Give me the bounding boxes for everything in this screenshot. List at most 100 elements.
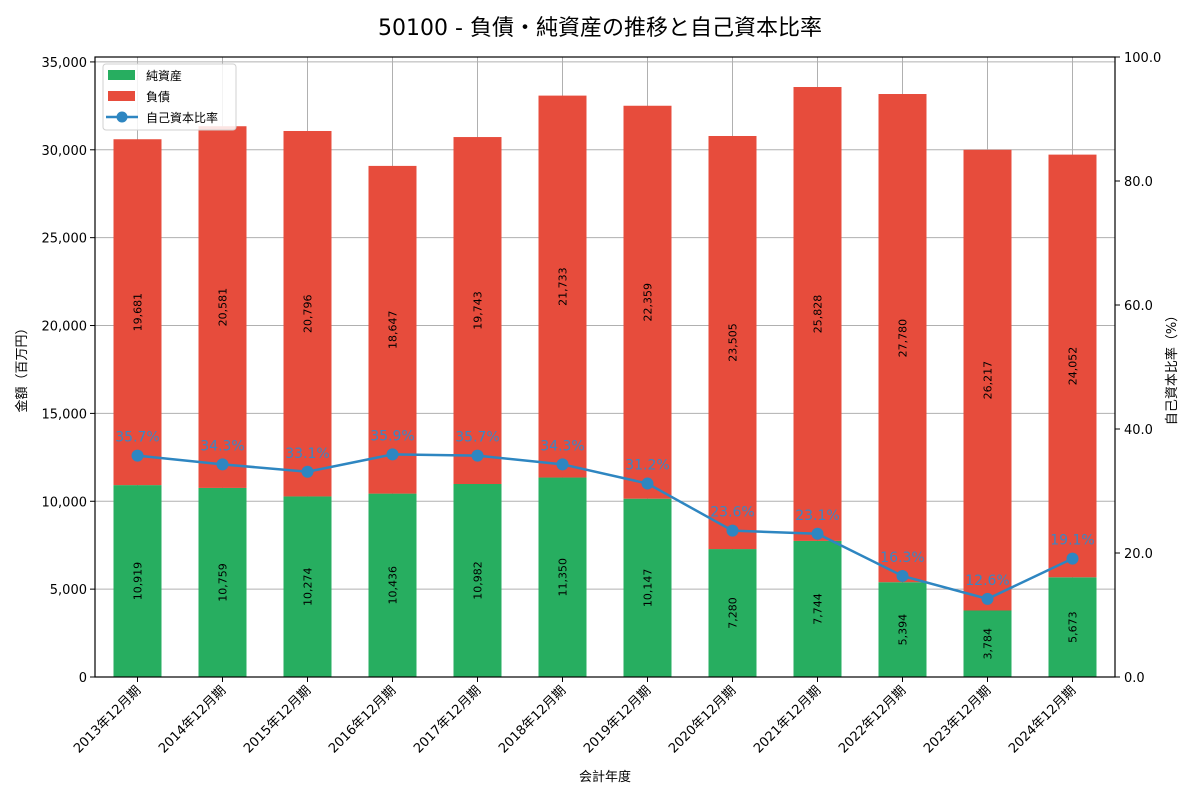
bar-net-assets bbox=[623, 498, 672, 677]
equity-ratio-marker bbox=[811, 527, 824, 540]
bar-net-assets bbox=[113, 485, 162, 677]
x-tick-label: 2017年12月期 bbox=[411, 683, 484, 756]
liabilities-value-label: 27,780 bbox=[897, 319, 910, 358]
net-assets-value-label: 10,982 bbox=[472, 561, 485, 600]
liabilities-value-label: 21,733 bbox=[557, 267, 570, 306]
x-tick-label: 2013年12月期 bbox=[71, 683, 144, 756]
liabilities-value-label: 22,359 bbox=[642, 283, 655, 322]
liabilities-value-label: 20,796 bbox=[302, 294, 315, 333]
equity-ratio-label: 16.3% bbox=[880, 550, 924, 566]
equity-ratio-label: 35.7% bbox=[115, 430, 159, 446]
x-axis-label: 会計年度 bbox=[579, 769, 631, 785]
equity-ratio-label: 19.1% bbox=[1050, 533, 1094, 549]
x-tick-label: 2021年12月期 bbox=[751, 683, 824, 756]
legend-box bbox=[102, 63, 237, 131]
net-assets-value-label: 7,280 bbox=[727, 597, 740, 629]
bar-liabilities bbox=[963, 149, 1012, 611]
net-assets-value-label: 5,673 bbox=[1067, 611, 1080, 643]
equity-ratio-marker bbox=[386, 448, 399, 461]
x-tick-label: 2018年12月期 bbox=[496, 683, 569, 756]
x-tick-label: 2014年12月期 bbox=[156, 683, 229, 756]
equity-ratio-label: 23.1% bbox=[795, 508, 839, 524]
liabilities-value-label: 20,581 bbox=[217, 288, 230, 327]
net-assets-value-label: 10,759 bbox=[217, 563, 230, 602]
y-tick-label: 5,000 bbox=[50, 583, 87, 598]
y2-tick-label: 100.0 bbox=[1124, 51, 1161, 66]
net-assets-value-label: 5,394 bbox=[897, 614, 910, 646]
equity-ratio-marker bbox=[216, 458, 229, 471]
y-tick-label: 10,000 bbox=[42, 495, 88, 510]
bar-liabilities bbox=[1048, 154, 1097, 578]
bar-net-assets bbox=[453, 484, 502, 677]
net-assets-value-label: 7,744 bbox=[812, 593, 825, 625]
bar-liabilities bbox=[283, 130, 332, 497]
y-tick-label: 0 bbox=[79, 671, 87, 686]
y2-tick-label: 20.0 bbox=[1124, 547, 1153, 562]
equity-ratio-label: 33.1% bbox=[285, 446, 329, 462]
equity-ratio-polyline bbox=[137, 453, 1074, 601]
equity-ratio-label: 34.3% bbox=[200, 438, 244, 454]
equity-ratio-marker bbox=[1066, 552, 1079, 565]
x-tick-label: 2024年12月期 bbox=[1006, 683, 1079, 756]
x-tick-label: 2019年12月期 bbox=[581, 683, 654, 756]
net-assets-value-label: 10,919 bbox=[132, 562, 145, 601]
equity-ratio-marker bbox=[981, 592, 994, 605]
x-tick-label: 2023年12月期 bbox=[921, 683, 994, 756]
y-axis-label: 金額（百万円） bbox=[14, 321, 30, 412]
bar-liabilities bbox=[453, 137, 502, 485]
equity-ratio-marker bbox=[556, 458, 569, 471]
x-tick-label: 2020年12月期 bbox=[666, 683, 739, 756]
y2-tick-label: 80.0 bbox=[1124, 175, 1153, 190]
legend-label-equity-ratio: 自己資本比率 bbox=[146, 110, 218, 125]
bar-liabilities bbox=[708, 135, 757, 550]
bar-net-assets bbox=[708, 549, 757, 677]
equity-ratio-marker bbox=[301, 465, 314, 478]
liabilities-value-label: 25,828 bbox=[812, 295, 825, 334]
equity-ratio-marker bbox=[896, 569, 909, 582]
net-assets-value-label: 10,436 bbox=[387, 566, 400, 605]
y-tick-label: 20,000 bbox=[42, 320, 88, 335]
legend-marker-icon bbox=[116, 111, 128, 123]
equity-ratio-label: 23.6% bbox=[710, 505, 754, 521]
bar-liabilities bbox=[878, 94, 927, 583]
bar-net-assets bbox=[538, 477, 587, 677]
legend-swatch-liabilities bbox=[108, 91, 135, 101]
legend-label-net-assets: 純資産 bbox=[146, 68, 182, 83]
liabilities-value-label: 18,647 bbox=[387, 311, 400, 350]
equity-ratio-label: 34.3% bbox=[540, 438, 584, 454]
legend-swatch-net-assets bbox=[108, 70, 135, 80]
chart-title: 50100 - 負債・純資産の推移と自己資本比率 bbox=[378, 16, 822, 41]
equity-ratio-marker bbox=[471, 449, 484, 462]
equity-ratio-label: 12.6% bbox=[965, 573, 1009, 589]
y2-axis-label: 自己資本比率（%） bbox=[1164, 309, 1180, 425]
equity-ratio-line: 35.7% 34.3% 33.1% 35.9% 35.7% 34.3% 31.2% 23.6%… bbox=[115, 428, 1095, 605]
x-tick-label: 2016年12月期 bbox=[326, 683, 399, 756]
bar-net-assets bbox=[368, 493, 417, 677]
bar-liabilities bbox=[368, 165, 417, 494]
net-assets-value-label: 10,147 bbox=[642, 569, 655, 608]
grid-lines bbox=[95, 57, 1115, 678]
bar-value-labels: 10,919 19,681 10,759 20,581 10,274 20,796 10,4… bbox=[132, 267, 1080, 659]
x-tick-label: 2015年12月期 bbox=[241, 683, 314, 756]
bar-net-assets bbox=[878, 582, 927, 677]
bar-liabilities bbox=[793, 87, 842, 541]
equity-ratio-label: 35.9% bbox=[370, 428, 414, 444]
net-assets-value-label: 10,274 bbox=[302, 567, 315, 606]
bar-liabilities bbox=[623, 105, 672, 499]
stacked-bars bbox=[113, 87, 1097, 677]
equity-ratio-marker bbox=[726, 524, 739, 537]
net-assets-value-label: 11,350 bbox=[557, 558, 570, 597]
equity-ratio-label: 31.2% bbox=[625, 458, 669, 474]
y-tick-label: 25,000 bbox=[42, 232, 88, 247]
equity-ratio-label: 35.7% bbox=[455, 430, 499, 446]
liabilities-value-label: 23,505 bbox=[727, 323, 740, 362]
liabilities-value-label: 19,743 bbox=[472, 291, 485, 330]
y-tick-label: 30,000 bbox=[42, 144, 88, 159]
equity-ratio-marker bbox=[131, 449, 144, 462]
y2-tick-label: 0.0 bbox=[1124, 671, 1145, 686]
legend-label-liabilities: 負債 bbox=[146, 89, 170, 104]
bar-liabilities bbox=[198, 126, 247, 488]
plot-frame bbox=[94, 56, 1116, 678]
liabilities-value-label: 26,217 bbox=[982, 361, 995, 400]
